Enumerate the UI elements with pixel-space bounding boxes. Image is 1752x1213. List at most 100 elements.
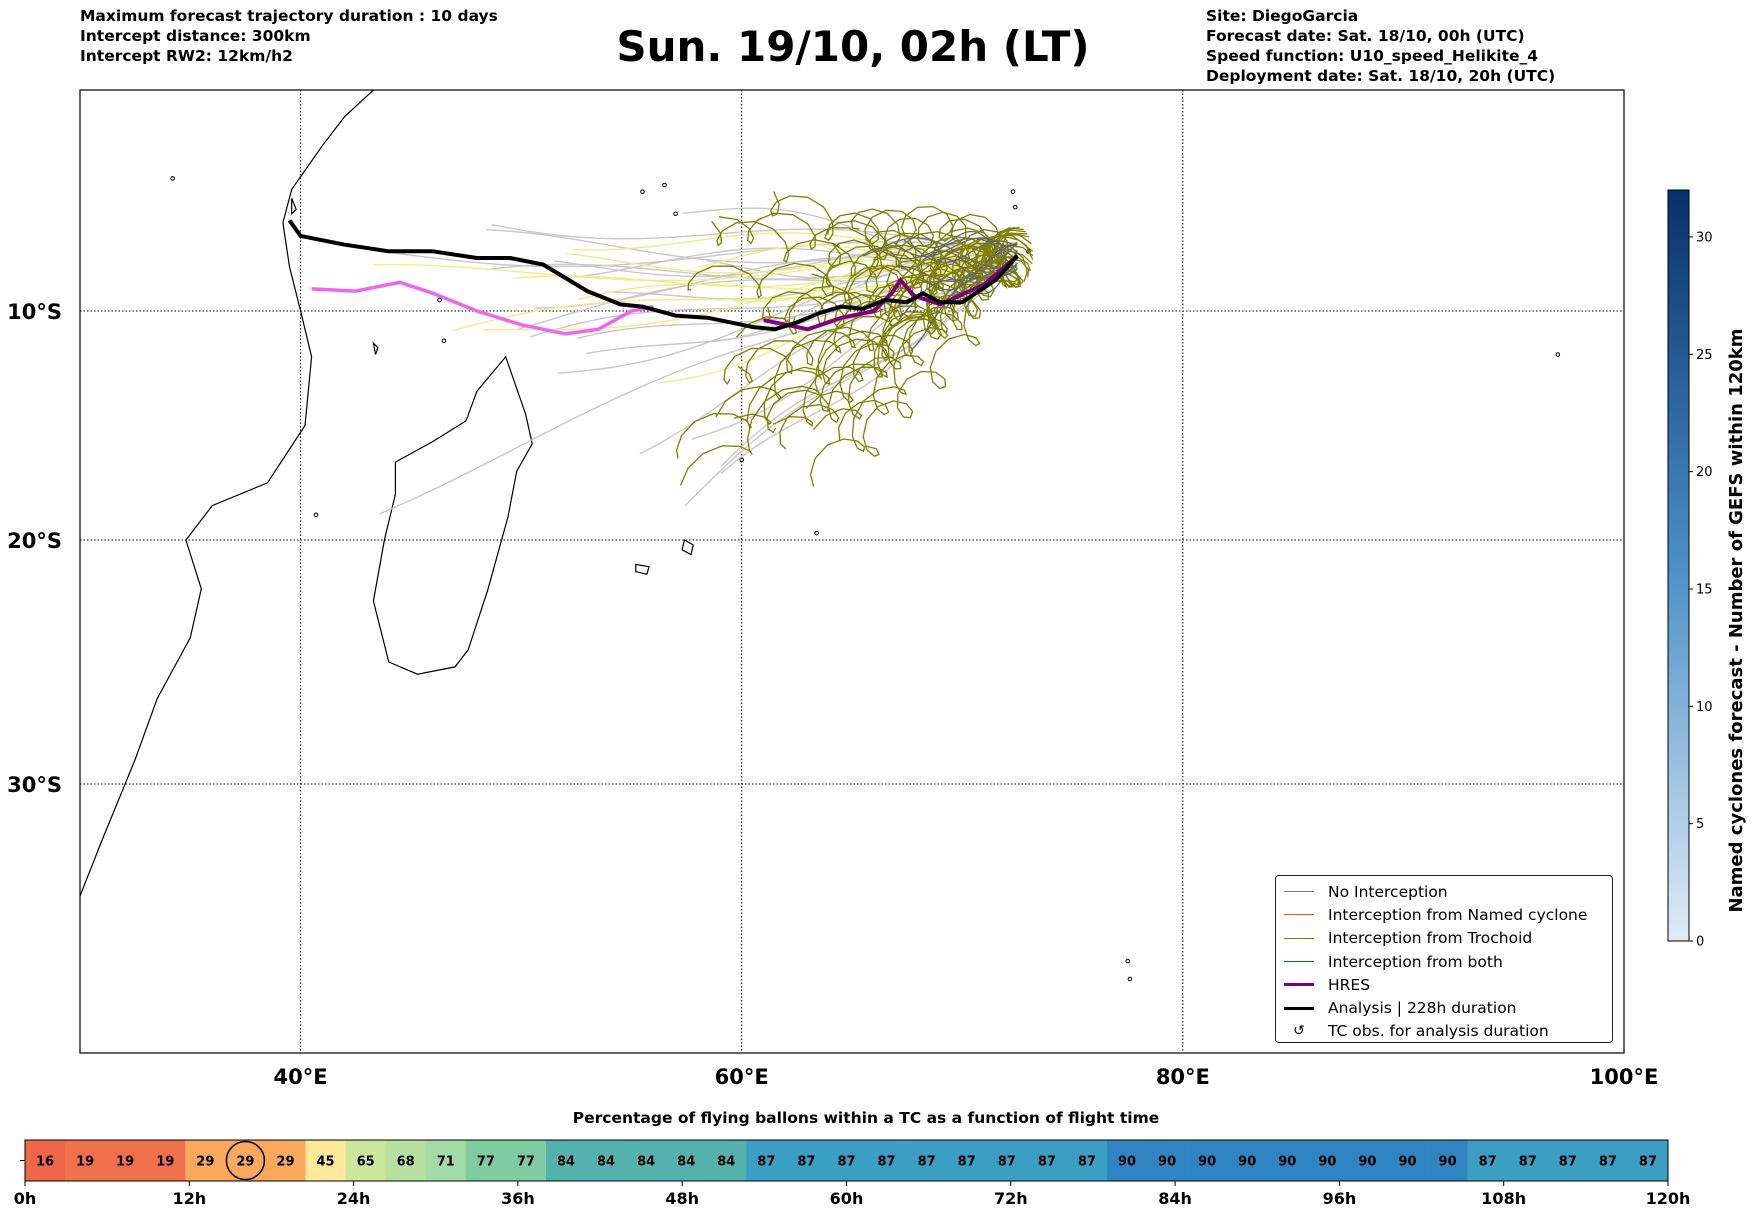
island-5 [1555,352,1561,357]
heat-cell-label: 68 [397,1155,415,1170]
heat-cell-label: 87 [998,1155,1016,1170]
heat-cell [626,1140,667,1181]
no-interception-track-light-16 [684,259,1018,507]
heat-x-tick-label: 72h [994,1189,1028,1208]
heat-cell-label: 84 [597,1155,615,1170]
comoros-coast [372,341,379,355]
x-tick-label: 100°E [1590,1065,1659,1089]
heat-cell-label: 87 [1038,1155,1056,1170]
heat-cell [305,1140,346,1181]
speed-function-text: Speed function: U10_speed_Helikite_4 [1206,47,1539,65]
colorbar-tick-label: 5 [1696,817,1704,832]
heat-cell-label: 90 [1398,1155,1416,1170]
heat-cell-label: 90 [1118,1155,1136,1170]
heat-cell-label: 87 [918,1155,936,1170]
heat-cell [906,1140,947,1181]
no-interception-track-8 [896,241,1018,283]
no-interception-track-7 [903,239,1018,264]
heat-cell [265,1140,306,1181]
heat-cell [505,1140,547,1181]
heat-cell [185,1140,226,1181]
heat-x-tick-label: 36h [501,1189,535,1208]
heat-cell [1347,1140,1388,1181]
heat-cell-label: 90 [1439,1155,1457,1170]
trochoid-track-19 [687,231,1034,299]
analysis-track [287,219,1019,332]
heat-cell [1627,1140,1669,1181]
legend-label: No Interception [1328,882,1448,901]
heat-cell [1427,1140,1468,1181]
island-6 [1125,958,1131,964]
legend-label: Analysis | 228h duration [1328,999,1517,1018]
heat-cell-label: 29 [196,1155,214,1170]
heat-cell-label: 84 [637,1155,655,1170]
colorbar-tick-label: 30 [1696,230,1713,245]
yellow-track-9 [578,249,1018,301]
heat-x-tick-label: 0h [14,1189,37,1208]
heat-cell-label: 16 [36,1155,54,1170]
no-interception-track-light-6 [491,224,1018,261]
heat-cell [145,1140,186,1181]
island-4 [1010,189,1016,194]
x-tick-label: 60°E [715,1065,769,1089]
heat-cell-label: 65 [357,1155,375,1170]
heat-cell [706,1140,747,1181]
site-text: Site: DiegoGarcia [1206,7,1359,25]
island-9 [313,512,319,518]
map-frame [79,89,1625,1054]
heat-cell-label: 77 [477,1155,495,1170]
heat-cell-label: 87 [878,1155,896,1170]
trochoid-track-12 [809,256,1032,487]
no-interception-track-light-15 [485,246,1018,280]
intercept-rw2-text: Intercept RW2: 12km/h2 [80,47,293,65]
mauritius-coast [681,539,694,556]
max-duration-text: Maximum forecast trajectory duration : 1… [80,7,498,25]
legend-label: Interception from Trochoid [1328,929,1533,948]
island-8 [170,176,175,181]
africa-coast [80,90,374,897]
trochoid-track-21 [737,231,1010,384]
heat-cell [385,1140,427,1181]
heat-cell [1387,1140,1428,1181]
heat-cell-label: 71 [437,1155,455,1170]
tc-obs-marker-icon: ↺ [1293,1023,1305,1040]
heat-cell-label: 29 [276,1155,294,1170]
colorbar-tick-label: 20 [1696,465,1713,480]
heat-cell [545,1140,587,1181]
heat-x-tick-label: 60h [830,1189,864,1208]
island-0 [814,530,820,536]
madagascar-coast [372,355,533,675]
heat-cell [1066,1140,1108,1181]
heat-x-tick-label: 84h [1158,1189,1192,1208]
forecast-date-text: Forecast date: Sat. 18/10, 00h (UTC) [1206,27,1525,45]
legend-item-both: Interception from both [1284,950,1604,973]
main-tracks [287,219,1019,336]
heat-cell [1147,1140,1188,1181]
no-interception-track-0 [894,237,1018,258]
x-tick-label: 80°E [1156,1065,1210,1089]
legend-item-tc-obs: ↺ TC obs. for analysis duration [1284,1020,1604,1043]
heat-cell [25,1140,66,1181]
heat-cell-label: 90 [1158,1155,1176,1170]
heat-x-tick-label: 108h [1481,1189,1526,1208]
heat-cell [1547,1140,1589,1181]
heat-cell [65,1140,106,1181]
heat-cell [1106,1140,1148,1181]
heat-cell [1587,1140,1629,1181]
no-interception-track-5 [929,230,1018,270]
heat-cell [666,1140,707,1181]
y-tick-label: 10°S [7,300,62,324]
heat-cell-label: 90 [1278,1155,1296,1170]
y-tick-label: 30°S [7,773,62,797]
no-interception-track-6 [880,237,1018,261]
heat-cell [1307,1140,1348,1181]
heat-cell [1187,1140,1228,1181]
trochoid-track-18 [837,256,1030,442]
heat-cell-label: 87 [1559,1155,1577,1170]
legend-label: TC obs. for analysis duration [1328,1022,1549,1041]
heat-x-tick-label: 96h [1323,1189,1357,1208]
heat-cell-label: 29 [236,1155,254,1170]
y-tick-label: 20°S [7,529,62,553]
island-14 [673,211,678,217]
